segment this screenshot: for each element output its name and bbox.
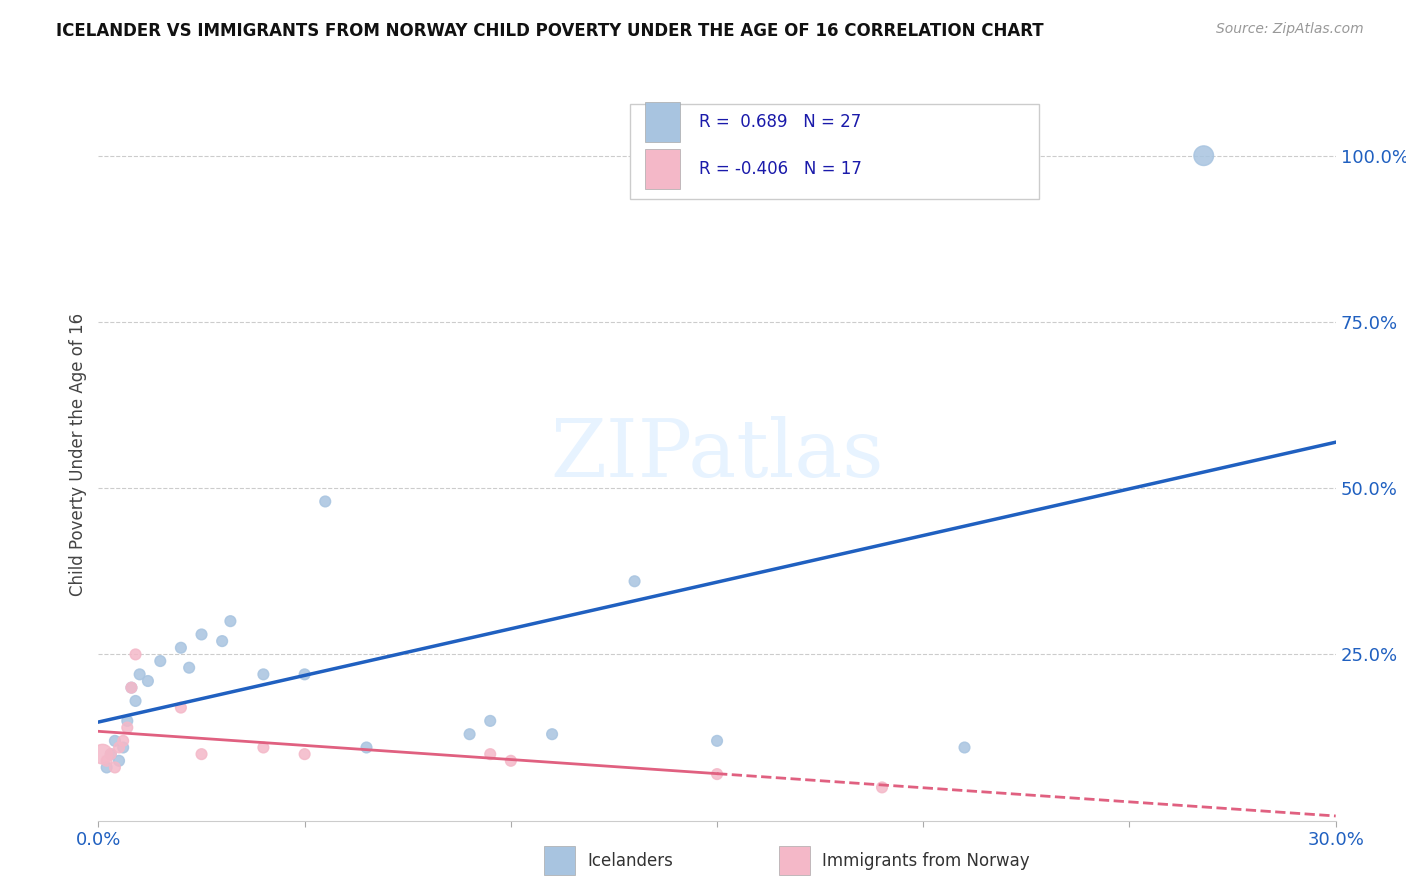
Point	[120, 681, 142, 695]
Point	[124, 694, 146, 708]
Text: Immigrants from Norway: Immigrants from Norway	[823, 852, 1029, 870]
Point	[541, 727, 564, 741]
Text: ICELANDER VS IMMIGRANTS FROM NORWAY CHILD POVERTY UNDER THE AGE OF 16 CORRELATIO: ICELANDER VS IMMIGRANTS FROM NORWAY CHIL…	[56, 22, 1043, 40]
Point	[104, 734, 127, 748]
Point	[179, 661, 201, 675]
Point	[91, 747, 114, 761]
Point	[706, 767, 728, 781]
Point	[623, 574, 645, 589]
Point	[1192, 149, 1215, 163]
Point	[294, 667, 316, 681]
Text: Source: ZipAtlas.com: Source: ZipAtlas.com	[1216, 22, 1364, 37]
Point	[108, 740, 131, 755]
Point	[479, 714, 502, 728]
Point	[112, 740, 135, 755]
Point	[112, 734, 135, 748]
FancyBboxPatch shape	[645, 149, 681, 189]
Y-axis label: Child Poverty Under the Age of 16: Child Poverty Under the Age of 16	[69, 313, 87, 597]
FancyBboxPatch shape	[630, 103, 1039, 199]
Point	[356, 740, 378, 755]
FancyBboxPatch shape	[645, 102, 681, 142]
FancyBboxPatch shape	[544, 847, 575, 876]
Point	[100, 747, 122, 761]
Point	[458, 727, 481, 741]
Point	[219, 614, 242, 628]
FancyBboxPatch shape	[779, 847, 810, 876]
Point	[96, 760, 118, 774]
Point	[211, 634, 233, 648]
Text: Icelanders: Icelanders	[588, 852, 673, 870]
Point	[149, 654, 172, 668]
Point	[128, 667, 150, 681]
Text: R = -0.406   N = 17: R = -0.406 N = 17	[699, 161, 862, 178]
Point	[108, 754, 131, 768]
Point	[190, 627, 212, 641]
Point	[479, 747, 502, 761]
Point	[294, 747, 316, 761]
Point	[170, 640, 193, 655]
Point	[136, 673, 159, 688]
Point	[170, 700, 193, 714]
Point	[314, 494, 336, 508]
Point	[120, 681, 142, 695]
Point	[117, 714, 139, 728]
Point	[124, 648, 146, 662]
Point	[499, 754, 522, 768]
Point	[104, 760, 127, 774]
Point	[953, 740, 976, 755]
Point	[117, 721, 139, 735]
Text: ZIPatlas: ZIPatlas	[550, 416, 884, 494]
Point	[100, 747, 122, 761]
Point	[190, 747, 212, 761]
Point	[96, 754, 118, 768]
Text: R =  0.689   N = 27: R = 0.689 N = 27	[699, 112, 860, 131]
Point	[252, 667, 274, 681]
Point	[706, 734, 728, 748]
Point	[252, 740, 274, 755]
Point	[870, 780, 893, 795]
